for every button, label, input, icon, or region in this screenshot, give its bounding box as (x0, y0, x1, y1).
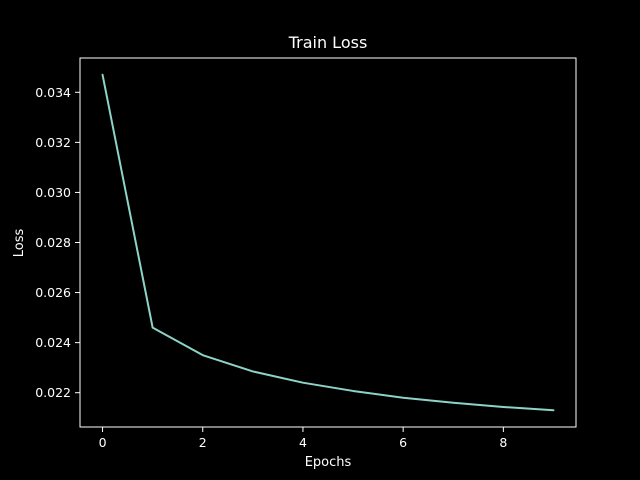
x-tick-label: 0 (99, 435, 107, 450)
y-axis: 0.022 0.024 0.026 0.028 0.030 0.032 0.034 (35, 85, 80, 400)
y-tick-label: 0.028 (35, 235, 71, 250)
x-tick-label: 8 (499, 435, 507, 450)
y-axis-label: Loss (12, 229, 27, 258)
x-tick-label: 6 (399, 435, 407, 450)
y-tick-label: 0.022 (35, 385, 71, 400)
x-axis: 0 2 4 6 8 (99, 427, 507, 450)
y-tick-label: 0.026 (35, 285, 71, 300)
train-loss-series-line (101, 73, 555, 412)
y-tick-label: 0.024 (35, 335, 71, 350)
x-axis-label: Epochs (305, 455, 352, 470)
y-tick-label: 0.034 (35, 85, 71, 100)
y-tick-label: 0.032 (35, 135, 71, 150)
x-tick-label: 4 (299, 435, 307, 450)
y-tick-label: 0.030 (35, 185, 71, 200)
x-tick-label: 2 (199, 435, 207, 450)
chart-title: Train Loss (288, 33, 368, 52)
